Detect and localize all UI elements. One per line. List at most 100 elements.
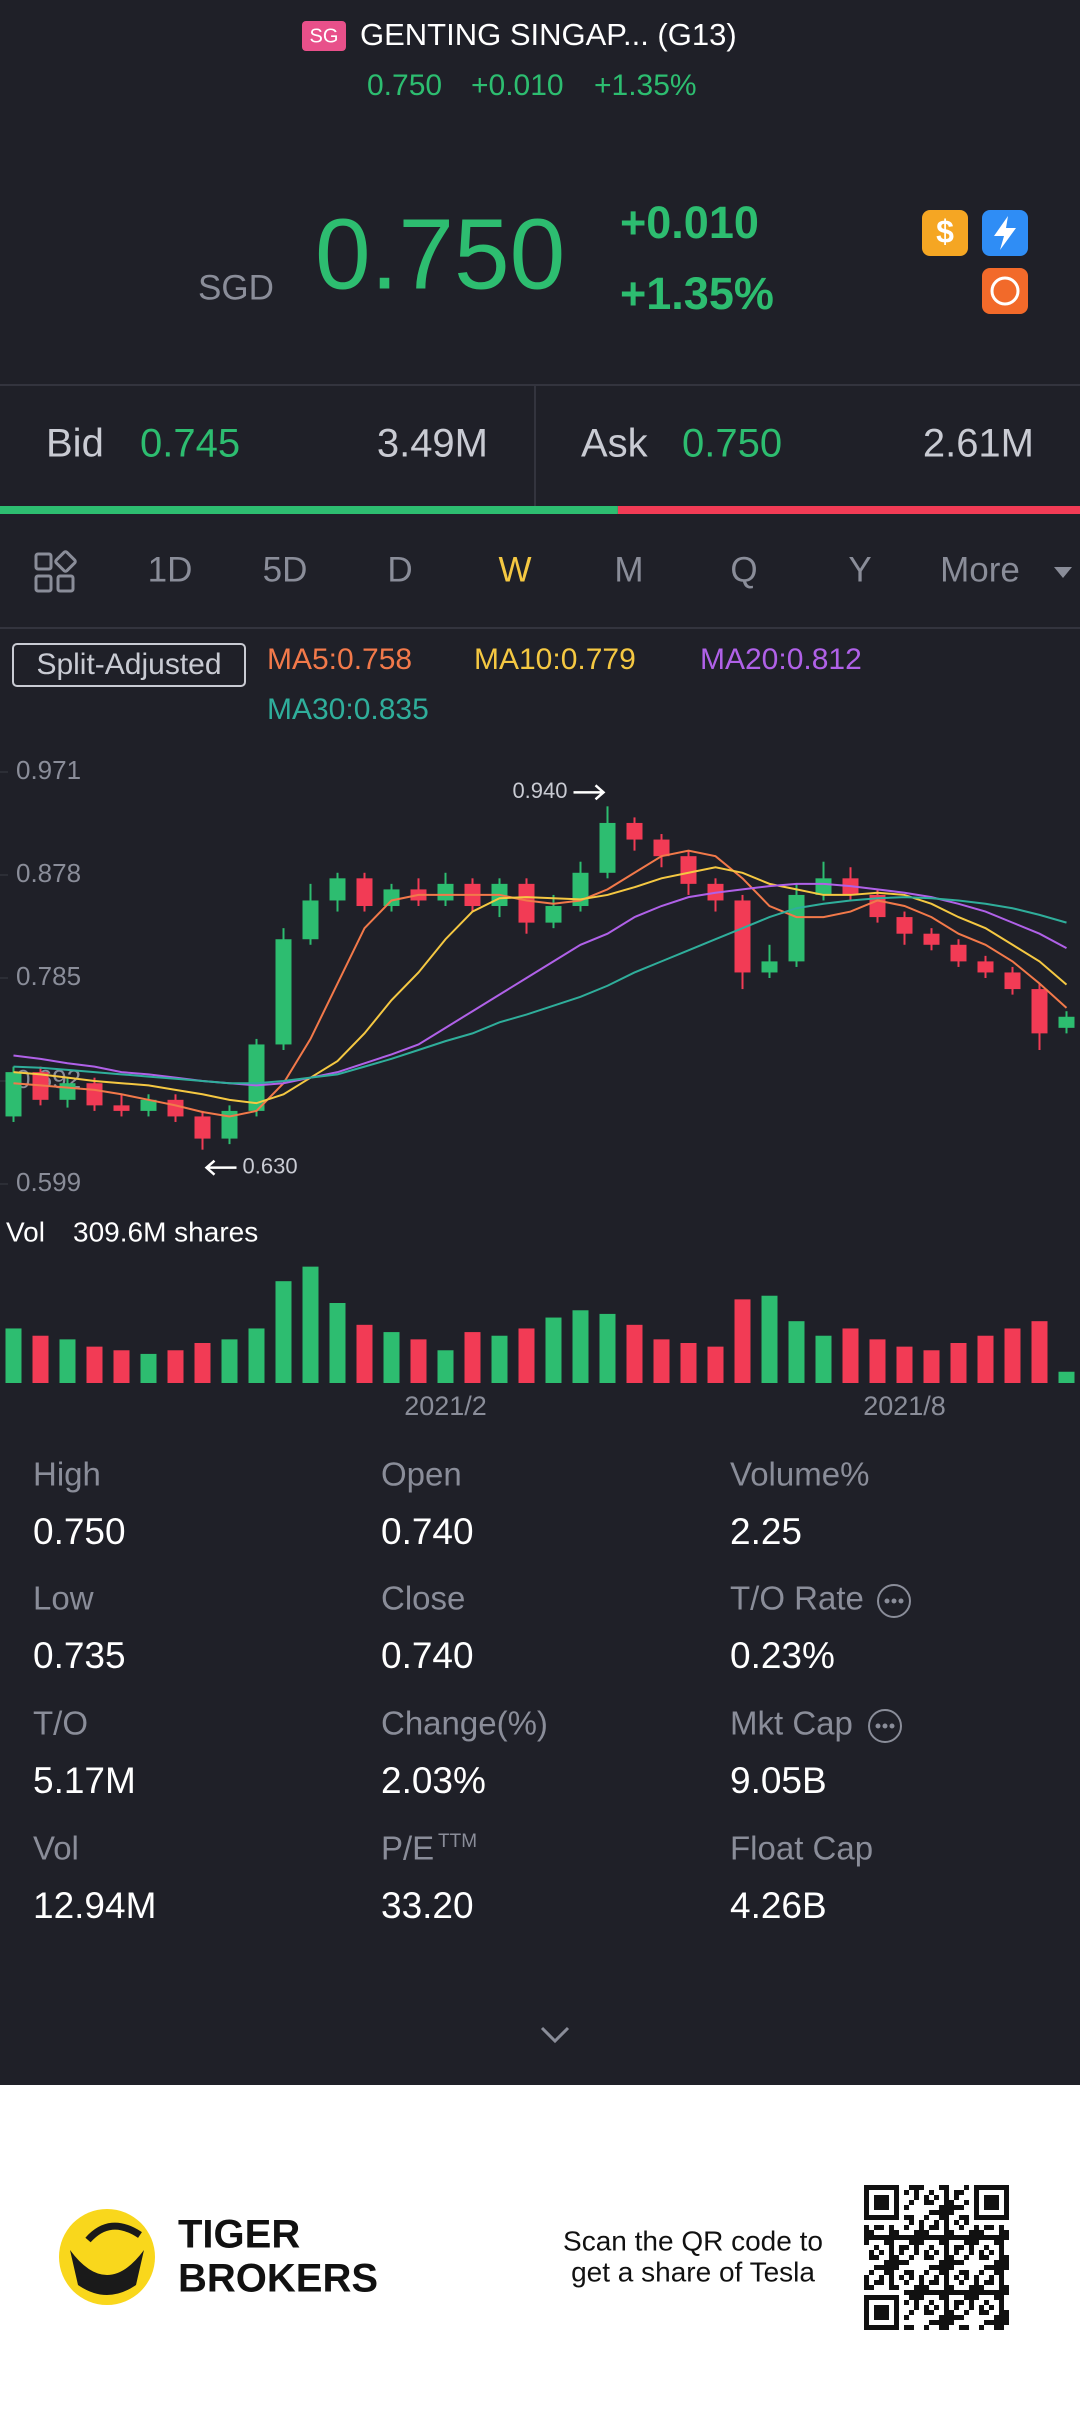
background (0, 0, 1080, 2085)
volume-bar (626, 1324, 643, 1383)
volume-bar (5, 1328, 22, 1383)
volume-bar (599, 1313, 616, 1383)
volume-bar (221, 1339, 238, 1383)
brand-name: TIGER (178, 2213, 300, 2257)
stat-value: 2.25 (730, 1511, 802, 1552)
stat-value: 4.26B (730, 1885, 827, 1926)
volume-bar (680, 1343, 697, 1383)
period-tab[interactable]: 1D (148, 550, 193, 589)
market-badge-text: SG (310, 25, 339, 47)
y-tick-label: 0.785 (16, 961, 81, 991)
volume-bar (248, 1328, 265, 1383)
stat-label: Mkt Cap (730, 1705, 853, 1742)
ask-size: 2.61M (923, 422, 1034, 466)
exchange-icon[interactable] (982, 268, 1028, 314)
last-price: 0.750 (315, 198, 565, 310)
header-change-pct: +1.35% (594, 69, 697, 102)
volume-bar (464, 1332, 481, 1383)
candle-body (194, 1116, 211, 1139)
stat-value: 0.750 (33, 1511, 126, 1552)
period-tab[interactable]: W (498, 550, 531, 589)
bid-label: Bid (46, 422, 104, 466)
expand-chevron[interactable] (540, 2026, 570, 2044)
candle-body (113, 1105, 130, 1111)
ma-legend: MA30:0.835 (267, 693, 429, 726)
period-tab[interactable]: Y (848, 550, 871, 589)
volume-bar (194, 1343, 211, 1383)
candle-body (302, 900, 319, 940)
volume-bar (572, 1310, 589, 1383)
header-change: +0.010 (471, 69, 564, 102)
candle-body (356, 878, 373, 907)
candle-body (923, 933, 940, 945)
stat-label: P/E (381, 1830, 434, 1867)
candle-body (518, 883, 535, 923)
volume-bar (32, 1335, 49, 1383)
volume-bar (869, 1339, 886, 1383)
ask-price: 0.750 (682, 422, 782, 466)
bid-size: 3.49M (377, 422, 488, 466)
x-tick-label: 2021/8 (863, 1391, 946, 1421)
stat-label-sup: TTM (438, 1831, 477, 1852)
volume-bar (275, 1281, 292, 1383)
stat-label: T/O Rate (730, 1580, 864, 1617)
adjust-box[interactable] (12, 643, 246, 687)
volume-bar (545, 1317, 562, 1383)
candle-body (653, 839, 670, 857)
period-tab[interactable]: 5D (263, 550, 308, 589)
period-tab[interactable]: M (614, 550, 643, 589)
candle-body (248, 1044, 265, 1111)
qr-caption: get a share of Tesla (571, 2256, 815, 2287)
dividend-icon-glyph: $ (936, 213, 954, 249)
candle-body (329, 878, 346, 901)
y-tick-label: 0.971 (16, 755, 81, 785)
candle-body (950, 944, 967, 962)
candle-body (140, 1099, 157, 1111)
info-icon[interactable] (877, 1584, 911, 1618)
volume-bar (653, 1339, 670, 1383)
adjust-label: Split-Adjusted (36, 648, 221, 681)
price-change-pct: +1.35% (620, 268, 774, 319)
currency: SGD (198, 268, 274, 307)
stat-label: T/O (33, 1705, 88, 1742)
volume-bar (734, 1299, 751, 1383)
stat-value: 33.20 (381, 1885, 474, 1926)
info-icon[interactable] (868, 1709, 902, 1743)
period-tab[interactable]: D (387, 550, 412, 589)
volume-bar (707, 1346, 724, 1383)
period-tab[interactable]: Q (730, 550, 757, 589)
stat-value: 0.740 (381, 1635, 474, 1676)
stat-value: 0.735 (33, 1635, 126, 1676)
candle-body (896, 917, 913, 934)
volume-bar (383, 1332, 400, 1383)
ma-line (13, 849, 1068, 1118)
price-change: +0.010 (620, 197, 759, 248)
volume-bar (842, 1328, 859, 1383)
candle-body (5, 1072, 22, 1117)
bid-price: 0.745 (140, 422, 240, 466)
stat-value: 0.740 (381, 1511, 474, 1552)
volume-bar (896, 1346, 913, 1383)
candle-body (680, 856, 697, 884)
candle-body (761, 961, 778, 973)
candle-body (734, 900, 751, 973)
ma-legend: MA20:0.812 (700, 643, 862, 676)
flash-icon-glyph (994, 216, 1016, 250)
layout-icon[interactable] (34, 550, 77, 593)
y-tick-label: 0.599 (16, 1167, 81, 1197)
candle-body (977, 961, 994, 973)
high-annotation: 0.940 (512, 778, 567, 803)
stat-value: 2.03% (381, 1760, 486, 1801)
stock-title: GENTING SINGAP... (G13) (360, 17, 737, 52)
stat-value: 0.23% (730, 1635, 835, 1676)
stat-label: Close (381, 1580, 465, 1617)
candle-body (275, 939, 292, 1045)
period-tab[interactable]: More (940, 550, 1020, 589)
volume-bar (923, 1350, 940, 1383)
candle-body (383, 889, 400, 907)
dividend-icon[interactable] (922, 210, 968, 256)
qr-code (864, 2185, 1009, 2330)
candle-body (59, 1083, 76, 1100)
candle-body (1031, 989, 1048, 1034)
